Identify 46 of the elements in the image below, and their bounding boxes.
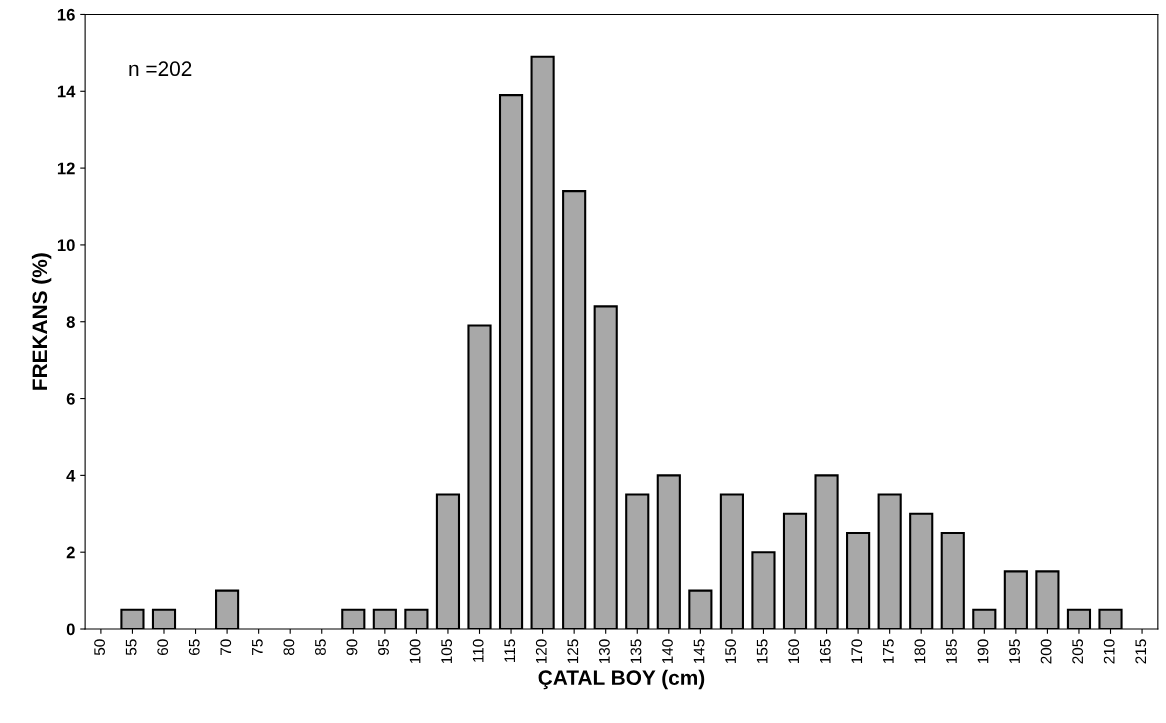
- x-tick-label: 60: [157, 639, 169, 655]
- x-tick-label: 205: [1072, 639, 1084, 664]
- x-tick-label: 155: [756, 639, 768, 664]
- x-tick-label: 160: [788, 639, 800, 664]
- x-tick-label: 145: [693, 639, 705, 664]
- x-tick-label: 125: [567, 639, 579, 664]
- x-tick-label: 150: [725, 639, 737, 664]
- x-tick-label: 215: [1135, 639, 1147, 664]
- y-tick-label: 10: [57, 239, 75, 252]
- y-tick-label: 14: [57, 85, 76, 98]
- x-tick-label: 80: [283, 639, 295, 656]
- y-tick-label: 16: [57, 8, 75, 21]
- x-tick-label: 140: [662, 639, 673, 664]
- x-tick-label: 85: [315, 639, 326, 656]
- x-tick-label: 55: [125, 639, 137, 656]
- x-tick-label: 120: [535, 639, 547, 664]
- x-tick-label: 110: [472, 639, 484, 662]
- x-tick-label: 105: [441, 639, 453, 664]
- annotation: n =202: [129, 61, 192, 77]
- x-tick-label: 170: [851, 639, 863, 664]
- y-axis-title: FREKANS (%): [31, 253, 52, 390]
- x-tick-label: 200: [1040, 639, 1052, 664]
- x-tick-label: 180: [914, 639, 926, 664]
- y-tick-label: 12: [57, 162, 75, 175]
- x-tick-label: 70: [220, 639, 232, 655]
- x-tick-label: 75: [252, 639, 263, 655]
- x-tick-label: 185: [946, 639, 957, 664]
- x-tick-label: 175: [883, 639, 894, 664]
- x-tick-label: 100: [409, 639, 421, 664]
- x-axis-title: ÇATAL BOY (cm): [538, 669, 705, 690]
- x-tick-label: 165: [819, 639, 831, 664]
- x-tick-label: 90: [346, 639, 358, 656]
- x-tick-label: 65: [188, 639, 200, 655]
- y-tick-label: 0: [66, 623, 75, 636]
- x-tick-label: 195: [1009, 639, 1020, 664]
- x-tick-label: 50: [94, 639, 105, 656]
- x-tick-label: 115: [504, 639, 516, 662]
- x-tick-label: 130: [598, 639, 610, 664]
- x-tick-label: 190: [977, 639, 989, 664]
- x-tick-label: 95: [378, 639, 389, 656]
- y-tick-label: 6: [66, 392, 75, 405]
- x-tick-label: 135: [630, 639, 642, 664]
- y-tick-label: 4: [66, 469, 76, 482]
- y-tick-label: 2: [66, 546, 75, 559]
- y-tick-label: 8: [66, 316, 75, 328]
- x-tick-label: 210: [1103, 639, 1115, 664]
